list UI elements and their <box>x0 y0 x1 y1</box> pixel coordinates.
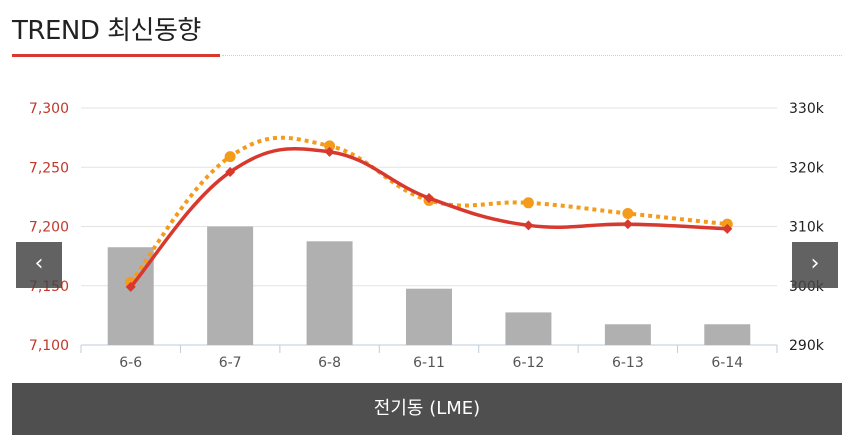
point-dotted <box>324 140 336 152</box>
title-divider <box>222 55 842 56</box>
chevron-left-icon: ‹ <box>34 251 44 276</box>
point-solid <box>523 220 534 231</box>
point-solid <box>424 193 434 204</box>
prev-button[interactable]: ‹ <box>16 242 62 288</box>
x-axis-tick-label: 6-11 <box>413 355 445 371</box>
next-button[interactable]: › <box>792 242 838 288</box>
point-dotted <box>622 207 634 219</box>
x-axis-tick-label: 6-13 <box>612 355 644 371</box>
right-axis-tick-label: 320k <box>789 160 825 176</box>
right-axis-tick-label: 290k <box>789 338 825 354</box>
point-solid <box>125 281 136 292</box>
bar <box>406 288 452 345</box>
point-solid <box>324 146 335 157</box>
x-axis-tick-label: 6-6 <box>119 355 142 371</box>
x-axis-tick-label: 6-7 <box>219 355 242 371</box>
point-solid <box>622 219 633 230</box>
point-solid <box>722 223 733 234</box>
left-axis-tick-label: 7,200 <box>29 220 69 236</box>
chevron-right-icon: › <box>810 251 820 276</box>
right-axis-tick-label: 330k <box>789 101 825 117</box>
point-dotted <box>224 151 236 163</box>
bar <box>306 241 353 345</box>
bar <box>505 312 552 345</box>
left-axis-tick-label: 7,250 <box>29 160 69 176</box>
x-axis-tick-label: 6-8 <box>318 355 341 371</box>
point-dotted <box>522 197 534 209</box>
x-axis-tick-label: 6-12 <box>513 355 545 371</box>
trend-chart: 7,100290k7,150300k7,200310k7,250320k7,30… <box>29 101 825 371</box>
footer-label: 전기동 (LME) <box>373 398 481 419</box>
x-axis-tick-label: 6-14 <box>711 355 743 371</box>
point-solid <box>225 166 236 177</box>
title-underline <box>12 54 220 57</box>
bar <box>604 324 651 345</box>
footer-bar: 전기동 (LME) <box>12 383 842 435</box>
left-axis-tick-label: 7,300 <box>29 101 69 117</box>
bar <box>704 324 751 345</box>
header: TREND 최신동향 <box>0 0 853 60</box>
right-axis-tick-label: 310k <box>789 220 825 236</box>
bar <box>207 226 254 345</box>
page-title: TREND 최신동향 <box>12 16 201 46</box>
left-axis-tick-label: 7,100 <box>29 338 69 354</box>
